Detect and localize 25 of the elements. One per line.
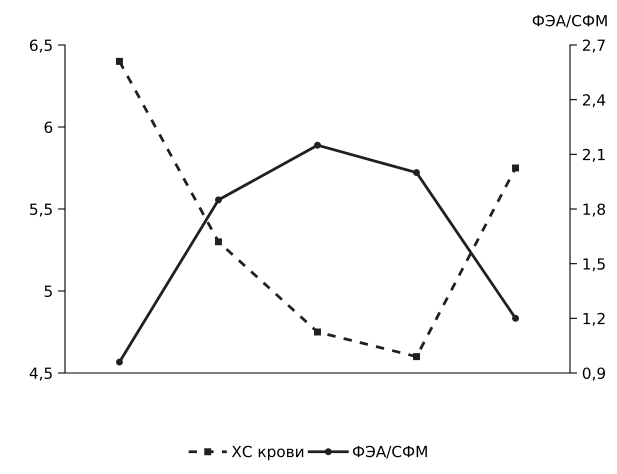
y2-tick-label: 1,2 — [583, 312, 605, 326]
y2-tick-label: 1,5 — [583, 258, 605, 272]
y2-tick-label: 2,1 — [582, 148, 605, 162]
point — [116, 358, 123, 366]
legend-label: ХС крови — [232, 446, 304, 460]
point — [314, 142, 321, 149]
y2-tick-label: 1,8 — [583, 203, 606, 217]
point — [215, 238, 222, 246]
y2-tick-label: 2,4 — [582, 94, 606, 108]
y-tick-label: 4,5 — [30, 368, 52, 381]
point — [116, 58, 123, 65]
point — [512, 314, 520, 322]
y-tick-label: 6,5 — [30, 39, 52, 53]
legend-label: ФЭА/СФМ — [352, 446, 427, 458]
y-tick-label: 5,5 — [30, 204, 52, 217]
y2-axis-title: ФЭА/СФМ — [532, 14, 607, 28]
point — [413, 353, 420, 360]
y2-tick-label: 2,7 — [582, 39, 605, 53]
point — [314, 328, 321, 336]
y2-tick-label: 0,9 — [582, 367, 606, 381]
y-tick-label: 6 — [44, 121, 52, 134]
point — [413, 169, 420, 176]
y-tick-label: 5 — [44, 286, 52, 298]
point — [512, 164, 520, 172]
point — [215, 196, 222, 204]
